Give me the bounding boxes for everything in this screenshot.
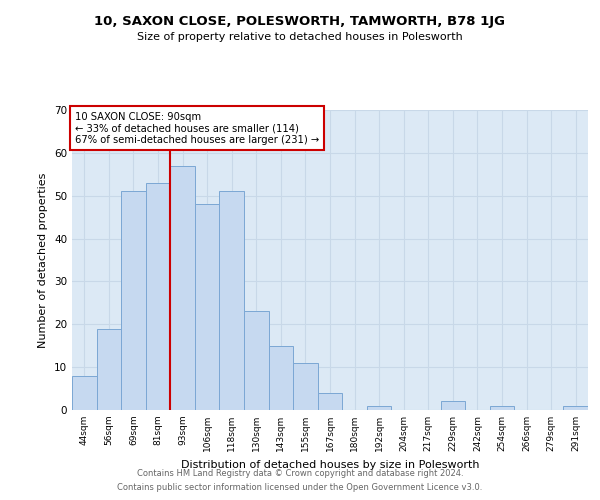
Bar	[170, 166, 195, 410]
Bar	[318, 393, 342, 410]
Text: 10, SAXON CLOSE, POLESWORTH, TAMWORTH, B78 1JG: 10, SAXON CLOSE, POLESWORTH, TAMWORTH, B…	[95, 15, 505, 28]
Bar	[72, 376, 97, 410]
Bar	[195, 204, 220, 410]
Bar	[293, 363, 318, 410]
Bar	[367, 406, 391, 410]
X-axis label: Distribution of detached houses by size in Polesworth: Distribution of detached houses by size …	[181, 460, 479, 469]
Bar	[146, 183, 170, 410]
Text: Contains HM Land Registry data © Crown copyright and database right 2024.: Contains HM Land Registry data © Crown c…	[137, 468, 463, 477]
Bar	[97, 328, 121, 410]
Bar	[563, 406, 588, 410]
Y-axis label: Number of detached properties: Number of detached properties	[38, 172, 49, 348]
Bar	[121, 192, 146, 410]
Text: Size of property relative to detached houses in Polesworth: Size of property relative to detached ho…	[137, 32, 463, 42]
Text: Contains public sector information licensed under the Open Government Licence v3: Contains public sector information licen…	[118, 484, 482, 492]
Bar	[490, 406, 514, 410]
Bar	[244, 312, 269, 410]
Bar	[269, 346, 293, 410]
Text: 10 SAXON CLOSE: 90sqm
← 33% of detached houses are smaller (114)
67% of semi-det: 10 SAXON CLOSE: 90sqm ← 33% of detached …	[74, 112, 319, 144]
Bar	[220, 192, 244, 410]
Bar	[440, 402, 465, 410]
